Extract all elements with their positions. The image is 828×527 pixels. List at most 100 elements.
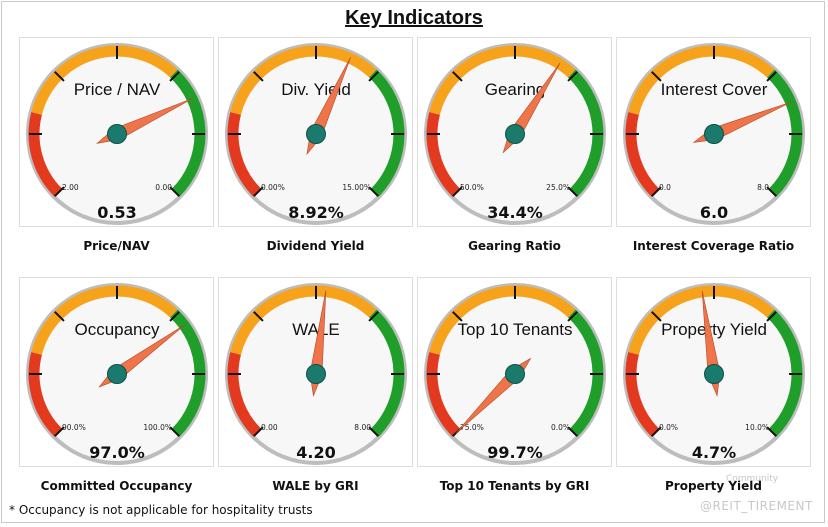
gauge-min-label: 0.0	[659, 183, 671, 192]
gauge-hub	[505, 124, 525, 144]
band-orange	[31, 45, 178, 115]
gauge-value: 97.0%	[89, 443, 145, 462]
gauge-caption: Gearing Ratio	[468, 239, 561, 253]
gauge-panel: Top 10 Tenants 75.0% 0.0% 99.7%	[417, 277, 612, 467]
gauge-value: 6.0	[700, 203, 728, 222]
gauge-caption: Price/NAV	[83, 239, 150, 253]
gauge-hub	[704, 124, 724, 144]
gauge-max-label: 0.0%	[551, 423, 570, 432]
gauge-tick	[567, 71, 578, 82]
gauge-tick	[253, 186, 264, 197]
gauge-value: 4.7%	[692, 443, 736, 462]
gauge-tick	[766, 426, 777, 437]
gauge-svg: Gearing 50.0% 25.0% 34.4%	[424, 43, 606, 225]
gauge-tick	[766, 71, 777, 82]
gauge-tick	[253, 426, 264, 437]
band-red	[426, 111, 461, 197]
gauge-svg: Occupancy 90.0% 100.0% 97.0%	[26, 283, 208, 465]
gauge-tick	[452, 71, 463, 82]
gauge-min-label: 75.0%	[460, 423, 484, 432]
gauge-title: Price / NAV	[74, 80, 161, 99]
gauge-min-label: 2.00	[62, 183, 79, 192]
gauge-panel: Price / NAV 2.00 0.00 0.53	[19, 37, 214, 227]
gauge-title: WALE	[292, 320, 340, 339]
band-red	[227, 351, 262, 437]
gauge-min-label: 50.0%	[460, 183, 484, 192]
gauge-tick	[54, 311, 65, 322]
gauge-title: Gearing	[485, 80, 545, 99]
gauge-value: 4.20	[296, 443, 335, 462]
gauge-hub	[505, 364, 525, 384]
gauge-title: Interest Cover	[661, 80, 768, 99]
gauge-min-label: 0.00%	[261, 183, 285, 192]
gauge-tick	[567, 311, 578, 322]
gauge-svg: Top 10 Tenants 75.0% 0.0% 99.7%	[424, 283, 606, 465]
gauge-tick	[169, 186, 180, 197]
band-green	[169, 69, 206, 197]
gauge-tick	[368, 426, 379, 437]
gauge-tick	[54, 71, 65, 82]
gauge-caption: Dividend Yield	[266, 239, 365, 253]
gauge-caption: Committed Occupancy	[40, 479, 193, 493]
band-red	[227, 111, 262, 197]
page-title: Key Indicators	[345, 7, 483, 29]
band-green	[169, 309, 206, 437]
gauge-max-label: 8.00	[354, 423, 371, 432]
gauge-tick	[253, 311, 264, 322]
gauge-panel: WALE 0.00 8.00 4.20	[218, 277, 413, 467]
gauge-tick	[169, 311, 180, 322]
gauge-caption: Property Yield	[665, 479, 762, 493]
band-orange	[230, 45, 377, 115]
gauge-hub	[306, 364, 326, 384]
gauge-panel: Gearing 50.0% 25.0% 34.4%	[417, 37, 612, 227]
gauge-panel: Occupancy 90.0% 100.0% 97.0%	[19, 277, 214, 467]
band-green	[368, 309, 405, 437]
gauge-hub	[107, 124, 127, 144]
gauge-min-label: 0.0%	[659, 423, 678, 432]
band-orange	[31, 285, 178, 355]
band-green	[368, 69, 405, 197]
watermark-community: Community	[726, 474, 779, 484]
gauge-tick	[452, 186, 463, 197]
gauge-title: Top 10 Tenants	[458, 320, 573, 339]
gauge-tick	[368, 71, 379, 82]
gauge-tick	[169, 426, 180, 437]
band-red	[625, 111, 660, 197]
band-red	[28, 351, 63, 437]
gauge-tick	[452, 311, 463, 322]
gauge-caption: Top 10 Tenants by GRI	[439, 479, 590, 493]
gauge-value: 8.92%	[288, 203, 344, 222]
gauge-max-label: 0.00	[155, 183, 172, 192]
gauge-tick	[651, 71, 662, 82]
gauge-hub	[306, 124, 326, 144]
band-red	[28, 111, 63, 197]
gauge-tick	[651, 311, 662, 322]
gauge-hub	[704, 364, 724, 384]
gauge-tick	[567, 426, 578, 437]
gauge-title: Occupancy	[74, 320, 160, 339]
gauge-svg: WALE 0.00 8.00 4.20	[225, 283, 407, 465]
gauge-caption: WALE by GRI	[272, 479, 359, 493]
gauge-max-label: 25.0%	[546, 183, 570, 192]
gauge-tick	[766, 311, 777, 322]
gauge-tick	[54, 426, 65, 437]
gauge-value: 34.4%	[487, 203, 543, 222]
gauge-tick	[368, 311, 379, 322]
gauge-tick	[651, 186, 662, 197]
gauge-max-label: 15.00%	[342, 183, 371, 192]
band-green	[567, 69, 604, 197]
gauge-max-label: 8.0	[757, 183, 769, 192]
gauge-title: Property Yield	[661, 320, 767, 339]
gauge-tick	[54, 186, 65, 197]
band-green	[766, 309, 803, 437]
gauge-min-label: 90.0%	[62, 423, 86, 432]
gauge-hub	[107, 364, 127, 384]
gauge-panel: Div. Yield 0.00% 15.00% 8.92%	[218, 37, 413, 227]
gauge-panel: Property Yield 0.0% 10.0% 4.7%	[616, 277, 811, 467]
gauge-min-label: 0.00	[261, 423, 278, 432]
footnote: * Occupancy is not applicable for hospit…	[9, 503, 313, 517]
gauge-max-label: 100.0%	[143, 423, 172, 432]
gauge-tick	[766, 186, 777, 197]
